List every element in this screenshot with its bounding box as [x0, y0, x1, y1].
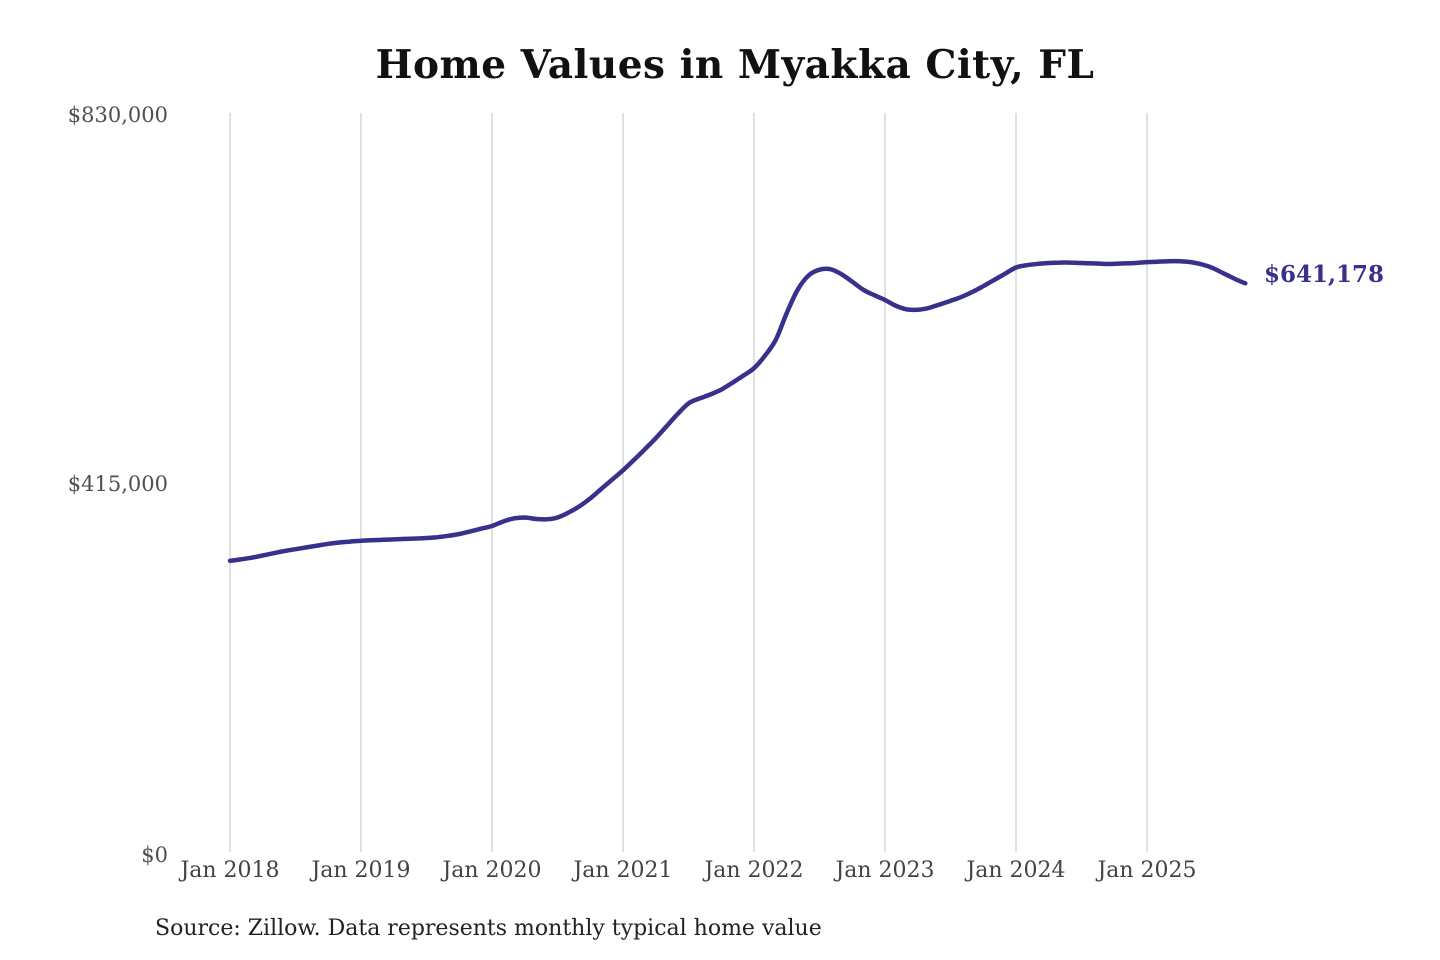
y-tick-0: $0 — [141, 843, 168, 867]
latest-value-label: $641,178 — [1264, 261, 1385, 288]
x-tick-jan-2018: Jan 2018 — [180, 858, 280, 883]
chart-title: Home Values in Myakka City, FL — [375, 42, 1095, 88]
home-value-line — [227, 258, 1248, 564]
y-tick-415000: $415,000 — [67, 472, 168, 496]
x-tick-jan-2024: Jan 2024 — [966, 858, 1066, 883]
source-note: Source: Zillow. Data represents monthly … — [155, 916, 822, 941]
x-tick-jan-2025: Jan 2025 — [1097, 858, 1197, 883]
x-tick-jan-2022: Jan 2022 — [704, 858, 804, 883]
x-tick-jan-2020: Jan 2020 — [442, 858, 542, 883]
x-tick-jan-2021: Jan 2021 — [573, 858, 673, 883]
x-tick-jan-2023: Jan 2023 — [835, 858, 935, 883]
y-tick-830000: $830,000 — [67, 103, 168, 127]
x-tick-jan-2019: Jan 2019 — [311, 858, 411, 883]
